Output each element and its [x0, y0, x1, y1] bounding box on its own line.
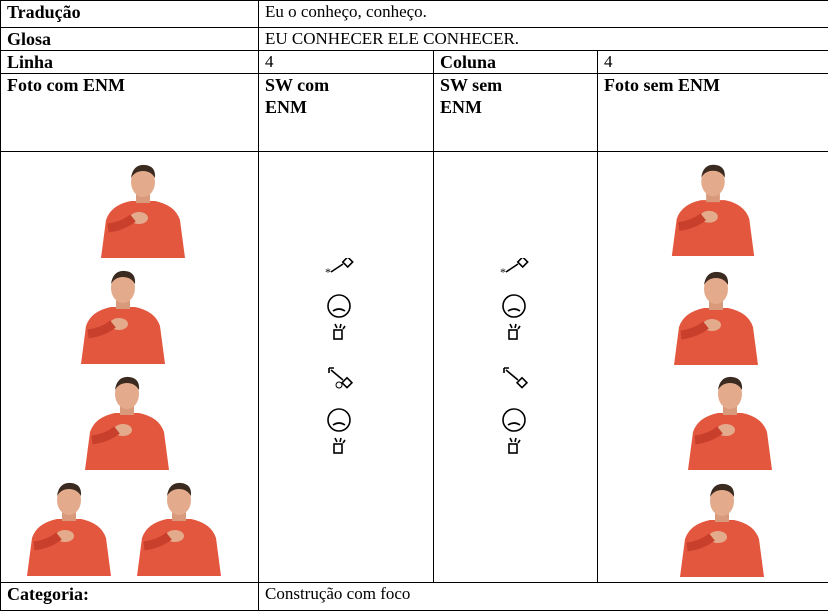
label: Linha — [1, 51, 259, 74]
signwriting-without-enm — [434, 152, 597, 582]
header: Foto com ENM — [1, 74, 259, 152]
value: EU CONHECER ELE CONHECER. — [259, 28, 828, 51]
header: SW com ENM — [265, 74, 345, 118]
label: Tradução — [1, 1, 259, 28]
label: Categoria: — [1, 583, 259, 611]
photos-without-enm — [598, 152, 828, 582]
signwriting-with-enm — [259, 152, 433, 582]
value: 4 — [259, 51, 434, 74]
value: Construção com foco — [259, 583, 828, 611]
label: Coluna — [434, 51, 598, 74]
header: SW sem ENM — [440, 74, 520, 118]
value: Eu o conheço, conheço. — [259, 1, 828, 28]
label: Glosa — [1, 28, 259, 51]
value: 4 — [598, 51, 828, 74]
header: Foto sem ENM — [598, 74, 828, 152]
photos-with-enm — [1, 152, 258, 582]
